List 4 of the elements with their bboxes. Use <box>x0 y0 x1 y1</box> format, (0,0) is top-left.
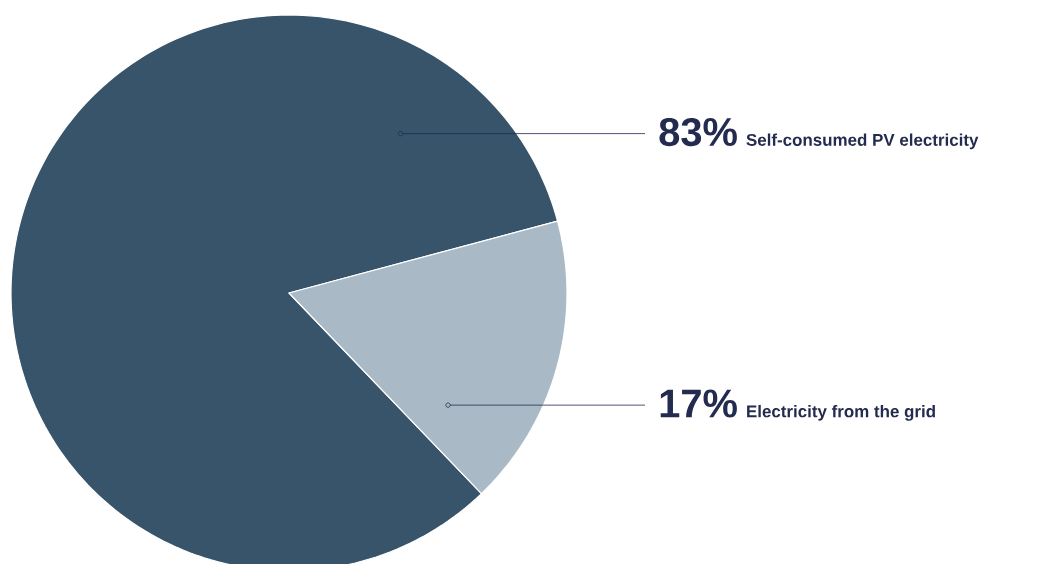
data-label: 83% <box>659 117 737 147</box>
slice-label: Electricity from the grid <box>747 404 935 421</box>
data-label: 17% <box>660 389 737 418</box>
slice-label: Self-consumed PV electricity <box>746 133 979 150</box>
